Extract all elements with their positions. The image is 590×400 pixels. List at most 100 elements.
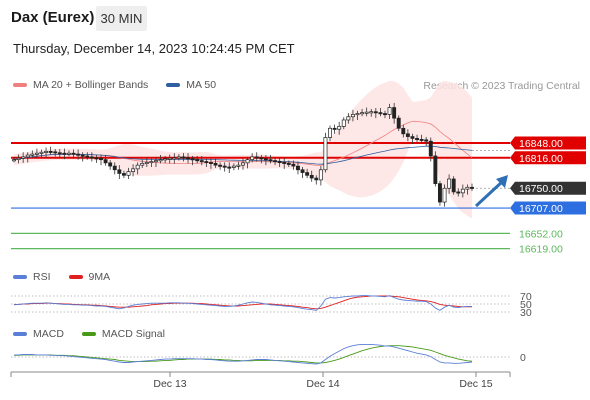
candle (30, 150, 35, 158)
candle (396, 115, 401, 132)
candle-down (254, 156, 259, 159)
candle (218, 162, 223, 170)
candle-up (447, 178, 452, 189)
level-tag-target: 16619.00 (519, 244, 563, 256)
candle-down (48, 150, 53, 153)
candle (456, 188, 461, 197)
candle (67, 150, 71, 157)
candle (76, 149, 81, 160)
candle-up (341, 119, 346, 127)
candle (48, 146, 53, 155)
candle-up (163, 158, 168, 161)
candle-up (172, 157, 177, 160)
candle-down (282, 162, 287, 164)
candle (373, 107, 378, 119)
candle (62, 148, 67, 160)
candle-down (181, 156, 186, 159)
timeframe-button[interactable]: 30 MIN (96, 6, 147, 31)
level-tag-text: 16750.00 (519, 183, 563, 195)
candle (158, 155, 163, 164)
candle-up (360, 112, 365, 115)
candle (25, 152, 30, 163)
candle (12, 156, 16, 163)
candle-up (442, 187, 447, 203)
candle (419, 134, 424, 144)
candle (163, 155, 168, 164)
candle-up (245, 159, 250, 164)
candle-down (53, 151, 58, 154)
candle (135, 162, 140, 175)
candle (451, 176, 456, 195)
legend-ma50: MA 50 (166, 79, 216, 91)
legend-rsi: RSI (13, 271, 51, 283)
candle (369, 108, 374, 117)
candle-down (121, 173, 126, 176)
candle-up (39, 151, 44, 154)
candle (424, 137, 429, 146)
candle-up (158, 159, 163, 162)
level-tag-bg (510, 136, 586, 150)
candle (53, 149, 58, 157)
candle (250, 153, 255, 163)
candle-down (117, 169, 122, 174)
candle (263, 155, 268, 166)
candle-down (309, 174, 314, 179)
candle (245, 156, 250, 169)
level-tag-current: 16750.00 (510, 181, 586, 195)
candle (364, 107, 369, 117)
rsi-level-label: 50 (520, 299, 532, 311)
rsi-level-label: 30 (520, 307, 532, 319)
candle-up (131, 168, 136, 172)
candle-down (99, 157, 103, 160)
candle (277, 157, 282, 168)
candle-down (80, 154, 85, 157)
legend-rsi-ma: 9MA (68, 271, 110, 283)
candle-up (44, 150, 49, 153)
candle-up (346, 116, 351, 121)
level-tag-resistance: 16816.00 (510, 151, 586, 165)
candle-up (323, 137, 328, 171)
candle (126, 167, 131, 179)
ma20-swatch (13, 83, 27, 87)
candle-down (190, 158, 195, 161)
rsi-swatch (13, 275, 27, 279)
candle (323, 132, 328, 173)
candle (236, 161, 241, 170)
rsi-ma-swatch (68, 275, 83, 279)
candle (241, 158, 245, 170)
level-tag-bg (510, 151, 586, 165)
candle (447, 174, 452, 194)
candle (437, 180, 442, 206)
candle-down (204, 161, 209, 164)
candle-down (94, 157, 99, 160)
candle-up (34, 152, 39, 155)
candle (296, 161, 300, 175)
candle (291, 160, 296, 170)
candle-up (140, 162, 145, 166)
candle-up (318, 169, 323, 181)
candle-down (437, 183, 442, 203)
candle-up (30, 153, 35, 156)
candle (355, 110, 360, 120)
candle (172, 153, 177, 164)
candle-up (328, 127, 332, 138)
candle (337, 121, 342, 135)
candle-up (12, 159, 16, 162)
level-tag-target: 16652.00 (519, 228, 563, 240)
candle-down (108, 162, 113, 167)
candle (314, 175, 319, 185)
candle-down (85, 155, 90, 158)
x-axis-label: Dec 15 (459, 378, 492, 390)
candle-up (16, 157, 21, 160)
candle-down (112, 165, 117, 171)
candle (176, 154, 181, 161)
candle-up (355, 113, 360, 116)
candle-up (126, 171, 131, 176)
level-tag-bg (510, 201, 586, 215)
candle (350, 109, 355, 122)
candle-down (314, 177, 319, 181)
candle-up (135, 164, 140, 170)
candle-down (286, 162, 291, 165)
candle (305, 168, 310, 179)
